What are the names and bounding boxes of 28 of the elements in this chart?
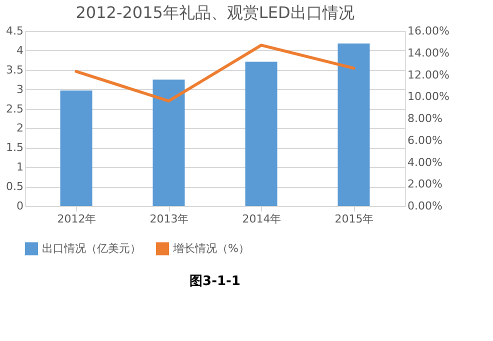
y2-tick-label: 14.00% <box>408 46 450 60</box>
y-tick-label: 4 <box>16 44 24 57</box>
y-tick-label: 0 <box>16 200 24 212</box>
y2-tick-label: 2.00% <box>408 178 442 191</box>
y-tick-label: 1.5 <box>6 141 24 154</box>
y-tick-label: 0.5 <box>6 180 24 194</box>
y2-tick-label: 4.00% <box>408 156 442 169</box>
y-tick-label: 1 <box>16 160 24 174</box>
y2-tick-label: 0.00% <box>408 200 442 212</box>
y-tick-label: 3.5 <box>6 63 24 76</box>
y2-tick-label: 8.00% <box>408 112 442 125</box>
y2-tick-label: 10.00% <box>408 90 450 104</box>
caption: 图3-1-1 <box>190 274 240 289</box>
y2-tick-label: 16.00% <box>408 24 450 38</box>
chart-title: 2012-2015年礼品、观赏LED出口情况 <box>76 3 354 22</box>
y-tick-label: 2 <box>16 122 24 135</box>
line-series <box>74 44 356 102</box>
x-tick-label: 2015年 <box>334 212 374 226</box>
x-tick-label: 2014年 <box>242 212 282 226</box>
y2-tick-label: 6.00% <box>408 134 442 147</box>
x-tick-label: 2012年 <box>57 212 96 226</box>
y-tick-label: 3 <box>16 82 24 96</box>
x-tick-label: 2013年 <box>150 212 189 226</box>
y2-tick-label: 12.00% <box>408 68 450 82</box>
legend-label: 出口情况（亿美元） <box>42 242 141 255</box>
y-tick-label: 2.5 <box>6 102 24 116</box>
legend-label: 增长情况（%） <box>172 242 250 255</box>
y-tick-label: 4.5 <box>6 24 24 38</box>
